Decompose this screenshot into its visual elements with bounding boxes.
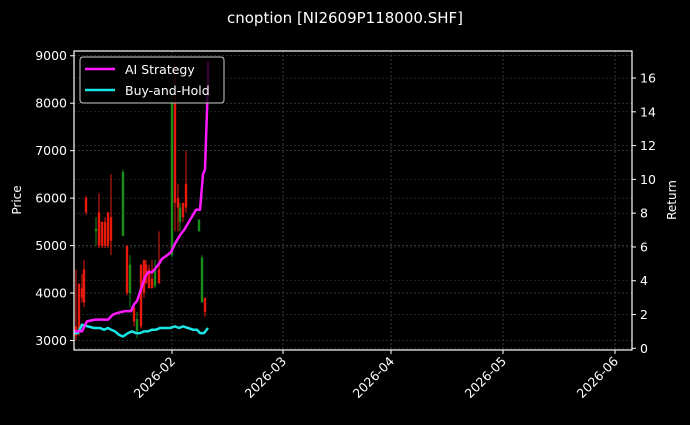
right-tick-label: 14 <box>640 104 656 119</box>
candle-body <box>197 219 201 232</box>
candlesticks <box>74 65 207 341</box>
candle-body <box>176 198 180 208</box>
candle-body <box>153 269 157 286</box>
candle-body <box>77 283 81 332</box>
candle-body <box>106 212 110 246</box>
candle-body <box>184 183 188 208</box>
candle-body <box>142 259 146 294</box>
left-tick-label: 3000 <box>35 333 67 348</box>
candle-body <box>97 212 101 246</box>
right-tick-label: 16 <box>640 71 656 86</box>
chart-title: cnoption [NI2609P118000.SHF] <box>227 9 463 27</box>
candle-body <box>94 228 98 232</box>
left-tick-label: 4000 <box>35 286 67 301</box>
candle-body <box>150 278 154 289</box>
candle-body <box>135 319 139 332</box>
right-tick-label: 0 <box>640 341 648 356</box>
plot-frame <box>73 50 633 351</box>
right-axis-ticks: 0 2 4 6 8 10 12 14 16 <box>632 71 656 356</box>
legend-ai-label: AI Strategy <box>125 62 195 77</box>
left-tick-label: 9000 <box>35 48 67 63</box>
candle-body <box>80 288 84 298</box>
legend-box <box>79 56 225 104</box>
candle-body <box>84 198 88 213</box>
left-tick-label: 8000 <box>35 96 67 111</box>
right-tick-label: 12 <box>640 138 656 153</box>
candle-body <box>125 245 129 294</box>
right-axis-label: Return <box>665 180 679 220</box>
ai-strategy-line <box>74 61 210 333</box>
left-axis-label: Price <box>10 185 24 214</box>
right-tick-label: 4 <box>640 273 648 288</box>
candle-body <box>170 103 174 256</box>
left-axis-ticks: 3000 4000 5000 6000 7000 8000 9000 <box>35 48 74 348</box>
right-tick-label: 10 <box>640 172 656 187</box>
right-tick-label: 8 <box>640 206 648 221</box>
right-tick-label: 6 <box>640 239 648 254</box>
candle-body <box>203 297 207 313</box>
right-tick-label: 2 <box>640 307 648 322</box>
candle-body <box>128 264 132 294</box>
left-tick-label: 6000 <box>35 191 67 206</box>
candle-body <box>103 221 107 246</box>
left-tick-label: 5000 <box>35 238 67 253</box>
candle-body <box>173 103 177 203</box>
legend: AI Strategy Buy-and-Hold <box>79 56 225 104</box>
candle-body <box>178 207 182 222</box>
candle-body <box>200 257 204 303</box>
candle-body <box>181 202 185 218</box>
legend-bh-label: Buy-and-Hold <box>125 83 210 98</box>
candle-body <box>82 269 86 303</box>
left-tick-label: 7000 <box>35 143 67 158</box>
candle-body <box>100 221 104 246</box>
candle-body <box>139 264 143 327</box>
candle-body <box>157 269 161 284</box>
candle-body <box>147 269 151 289</box>
candle-body <box>109 217 113 241</box>
candle-body <box>121 172 125 237</box>
candle-body <box>132 307 136 322</box>
buy-and-hold-line <box>74 323 209 338</box>
